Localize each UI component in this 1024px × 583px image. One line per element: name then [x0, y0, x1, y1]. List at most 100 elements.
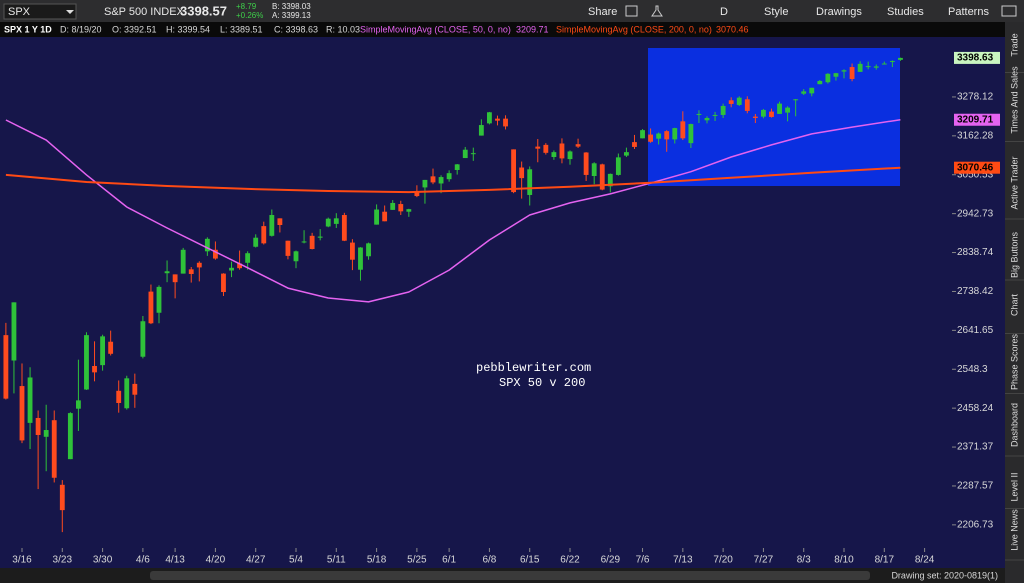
- candle-body: [462, 149, 468, 159]
- candle-body: [704, 117, 710, 121]
- x-tick-label: 7/6: [636, 555, 650, 566]
- y-tick-label: 2371.37: [957, 442, 994, 453]
- candle-body: [575, 144, 581, 147]
- candle-body: [761, 109, 766, 117]
- style-button[interactable]: Style: [764, 6, 788, 18]
- candle-body: [567, 151, 573, 160]
- symbol-box[interactable]: [3, 3, 77, 20]
- candle-body: [793, 99, 799, 101]
- studies-button[interactable]: Studies: [887, 6, 924, 18]
- y-tick-label: 3162.28: [957, 130, 994, 141]
- icon[interactable]: [651, 5, 663, 17]
- candle-body: [841, 70, 847, 72]
- side-tab[interactable]: Big Buttons: [1009, 231, 1019, 278]
- candle-body: [664, 131, 670, 140]
- x-tick-label: 6/15: [520, 555, 540, 566]
- drawing-set[interactable]: Drawing set: 2020-0819(1): [891, 570, 998, 580]
- y-tick-label: 2738.42: [957, 286, 994, 297]
- candle-body: [188, 269, 194, 274]
- candle-body: [769, 111, 774, 117]
- x-tick-label: 8/24: [915, 555, 935, 566]
- candle-body: [865, 66, 871, 68]
- candle-body: [438, 177, 444, 184]
- candle-body: [148, 291, 154, 324]
- x-tick-label: 4/27: [246, 555, 266, 566]
- candle-body: [551, 152, 557, 158]
- drawings-button[interactable]: Drawings: [816, 6, 862, 18]
- candle-body: [156, 286, 162, 313]
- candle-body: [132, 383, 138, 395]
- patterns-button[interactable]: Patterns: [948, 6, 989, 18]
- side-tab[interactable]: Level II: [1009, 472, 1019, 501]
- candle-body: [212, 249, 218, 259]
- candle-body: [777, 103, 782, 114]
- candle-body: [825, 73, 831, 83]
- price-marker: [954, 51, 1000, 64]
- moving-average: [5, 118, 901, 303]
- side-tab[interactable]: Phase Scores: [1009, 333, 1019, 390]
- candle-body: [309, 235, 315, 250]
- candle-body: [680, 121, 686, 139]
- side-tab[interactable]: Active Trader: [1009, 156, 1019, 209]
- candle-body: [124, 378, 130, 409]
- price-marker: [954, 113, 1000, 126]
- candle-body: [398, 204, 404, 212]
- x-tick-label: 5/18: [367, 555, 387, 566]
- icon[interactable]: [625, 5, 638, 17]
- candle-body: [559, 143, 565, 159]
- x-tick-label: 7/20: [713, 555, 733, 566]
- candle-body: [696, 113, 702, 115]
- annotation: pebblewriter.com: [476, 361, 591, 375]
- candle-body: [390, 202, 396, 210]
- y-tick-label: 3278.12: [957, 92, 994, 103]
- candle-body: [51, 420, 57, 478]
- candle-body: [817, 80, 823, 85]
- aggregation-button[interactable]: D: [720, 6, 728, 18]
- candle-body: [591, 163, 597, 176]
- side-tab[interactable]: Times And Sales: [1009, 66, 1019, 134]
- x-tick-label: 6/8: [482, 555, 496, 566]
- share-button[interactable]: Share: [588, 6, 617, 18]
- bar-open: O: 3392.51: [112, 24, 157, 34]
- side-tab[interactable]: Live News: [1009, 509, 1019, 551]
- candle-body: [583, 152, 589, 175]
- y-tick-label: 2458.24: [957, 403, 994, 414]
- x-tick-label: 8/10: [834, 555, 854, 566]
- candle-body: [325, 218, 331, 227]
- x-tick-label: 5/4: [289, 555, 303, 566]
- candle-body: [752, 116, 758, 118]
- price-marker-label: 3398.63: [957, 53, 994, 64]
- candle-body: [374, 209, 380, 225]
- candle-body: [809, 87, 815, 94]
- scrollbar[interactable]: [150, 571, 870, 580]
- chart-label: SPX 1 Y 1D: [4, 24, 52, 34]
- side-tab[interactable]: Chart: [1009, 294, 1019, 317]
- candle-body: [801, 91, 807, 94]
- candle-body: [406, 209, 412, 212]
- candle-body: [881, 63, 887, 65]
- candle-body: [172, 274, 178, 283]
- candle-body: [285, 240, 291, 256]
- candle-body: [349, 242, 355, 260]
- price-marker: [954, 161, 1000, 174]
- x-tick-label: 6/22: [560, 555, 580, 566]
- side-tab[interactable]: Dashboard: [1009, 403, 1019, 447]
- bid: B: 3398.03: [272, 2, 311, 11]
- bar-range: R: 10.03: [326, 24, 360, 34]
- candle-body: [712, 114, 718, 116]
- x-tick-label: 6/29: [601, 555, 621, 566]
- candle-body: [84, 335, 89, 390]
- candle-body: [19, 386, 25, 441]
- x-tick-label: 7/13: [673, 555, 693, 566]
- change: +8.79: [236, 2, 257, 11]
- candle-body: [720, 105, 726, 115]
- side-tab[interactable]: Trade: [1009, 33, 1019, 56]
- candle-body: [366, 243, 371, 257]
- candle-body: [43, 430, 49, 437]
- candle-body: [607, 173, 613, 187]
- candle-body: [3, 335, 9, 399]
- icon[interactable]: [1001, 5, 1017, 17]
- candle-body: [446, 173, 452, 180]
- candle-body: [245, 253, 251, 263]
- candle-body: [75, 400, 81, 409]
